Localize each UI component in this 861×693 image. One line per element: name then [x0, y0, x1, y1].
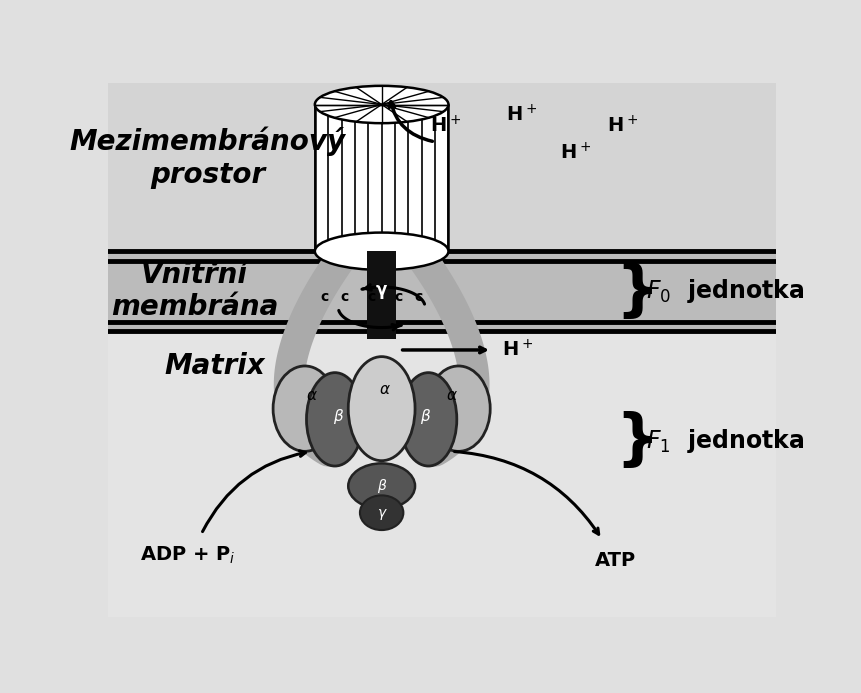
Bar — [314, 105, 448, 252]
Text: β: β — [377, 479, 386, 493]
Text: c: c — [393, 290, 402, 304]
Ellipse shape — [314, 233, 448, 270]
Ellipse shape — [314, 86, 448, 123]
Text: β: β — [333, 409, 343, 424]
Text: H$^+$: H$^+$ — [501, 340, 532, 360]
Bar — [108, 83, 775, 252]
Text: c: c — [414, 290, 422, 304]
Text: γ: γ — [375, 281, 387, 299]
Text: α: α — [446, 388, 456, 403]
Text: Vnitřní
membrána: Vnitřní membrána — [111, 261, 278, 322]
Text: c: c — [340, 290, 349, 304]
Text: ADP + P$_i$: ADP + P$_i$ — [139, 545, 236, 566]
Ellipse shape — [348, 357, 415, 461]
Bar — [108, 331, 775, 617]
Text: H$^+$: H$^+$ — [559, 142, 591, 163]
Text: H$^+$: H$^+$ — [429, 115, 460, 137]
Text: α: α — [307, 388, 316, 403]
Text: ATP: ATP — [594, 551, 635, 570]
Text: $\mathit{F_0}$  jednotka: $\mathit{F_0}$ jednotka — [645, 277, 803, 306]
Ellipse shape — [360, 495, 403, 530]
Text: H$^+$: H$^+$ — [505, 105, 537, 126]
Text: Matrix: Matrix — [164, 352, 265, 380]
Ellipse shape — [348, 464, 415, 509]
Text: }: } — [615, 262, 659, 321]
Ellipse shape — [400, 373, 456, 466]
Ellipse shape — [273, 366, 336, 451]
Ellipse shape — [307, 373, 362, 466]
Text: c: c — [367, 290, 375, 304]
Text: $\mathit{F_1}$  jednotka: $\mathit{F_1}$ jednotka — [645, 427, 803, 455]
Text: Mezimembránový
prostor: Mezimembránový prostor — [70, 127, 345, 188]
Bar — [108, 252, 775, 331]
Bar — [367, 252, 396, 340]
Text: c: c — [320, 290, 329, 304]
Text: γ: γ — [377, 506, 386, 520]
Text: H$^+$: H$^+$ — [606, 115, 637, 137]
Text: β: β — [419, 409, 430, 424]
Text: }: } — [615, 411, 659, 470]
Ellipse shape — [426, 366, 490, 451]
Text: α: α — [380, 383, 389, 398]
